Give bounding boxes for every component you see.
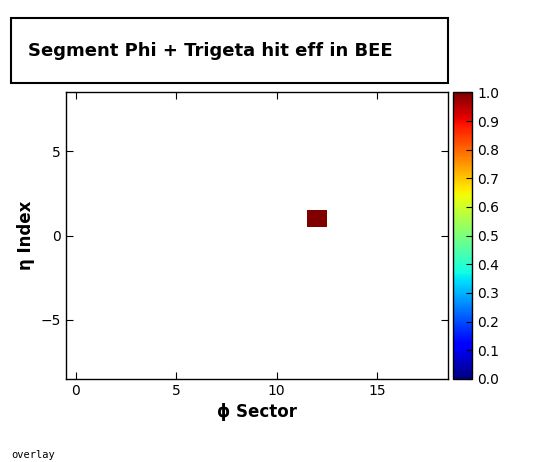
X-axis label: ϕ Sector: ϕ Sector bbox=[217, 403, 296, 421]
Y-axis label: η Index: η Index bbox=[17, 201, 35, 270]
Text: Segment Phi + Trigeta hit eff in BEE: Segment Phi + Trigeta hit eff in BEE bbox=[28, 42, 393, 60]
Bar bbox=[307, 210, 327, 227]
Text: overlay: overlay bbox=[11, 450, 55, 460]
FancyBboxPatch shape bbox=[11, 18, 448, 83]
